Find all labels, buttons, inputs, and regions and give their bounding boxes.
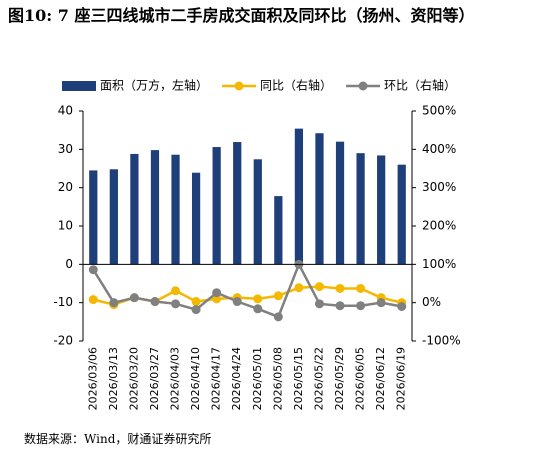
line — [92, 261, 402, 319]
point — [191, 297, 201, 307]
bar — [109, 169, 118, 265]
x-tick-label: 2026/06/12 — [374, 347, 387, 410]
legend-label: 面积（万方，左轴） — [100, 78, 208, 93]
bar — [191, 172, 201, 265]
y2-tick-label: 400% — [422, 142, 456, 156]
point — [150, 297, 160, 307]
x-tick-label: 2026/03/06 — [86, 347, 99, 410]
bar — [377, 155, 386, 265]
y-tick-label: 30 — [58, 142, 73, 156]
point — [335, 301, 345, 311]
y2-tick-label: 0% — [422, 295, 441, 309]
bar — [171, 154, 180, 265]
bar — [253, 159, 262, 265]
bar — [397, 164, 406, 265]
y2-tick-label: 200% — [422, 219, 456, 233]
bar — [335, 141, 345, 265]
x-tick-label: 2026/03/27 — [148, 347, 161, 410]
legend-swatch — [234, 81, 244, 91]
bar — [315, 133, 324, 265]
x-tick-label: 2026/04/24 — [230, 347, 243, 410]
point — [253, 304, 263, 314]
bar — [294, 128, 304, 265]
point — [314, 282, 324, 292]
point — [314, 299, 324, 309]
x-tick-label: 2026/04/17 — [210, 347, 223, 410]
bar — [150, 150, 160, 265]
bar — [356, 153, 365, 265]
bar — [89, 170, 98, 265]
x-tick-label: 2026/05/08 — [271, 347, 284, 410]
point — [109, 298, 119, 308]
x-tick-label: 2026/03/20 — [127, 347, 140, 410]
point — [335, 283, 345, 293]
x-tick-label: 2026/05/01 — [251, 347, 264, 410]
point — [273, 312, 283, 322]
point — [253, 294, 263, 304]
y2-tick-label: -100% — [422, 334, 461, 348]
point — [212, 288, 222, 298]
y-tick-label: -10 — [53, 295, 73, 309]
point — [88, 295, 98, 305]
bar — [130, 153, 139, 265]
line — [92, 285, 403, 306]
bar — [212, 147, 221, 265]
point — [397, 302, 407, 311]
point — [232, 297, 242, 307]
x-tick-label: 2026/03/13 — [107, 347, 120, 410]
point — [356, 283, 366, 293]
y2-tick-label: 300% — [422, 180, 456, 194]
point — [191, 305, 201, 315]
legend-label: 同比（右轴） — [260, 78, 332, 93]
legend-swatch — [358, 81, 368, 91]
y-tick-label: 0 — [65, 257, 73, 271]
point — [88, 265, 98, 275]
y-tick-label: -20 — [53, 334, 73, 348]
legend-swatch — [62, 81, 96, 91]
point — [171, 299, 181, 309]
chart-title: 图10: 7 座三四线城市二手房成交面积及同环比（扬州、资阳等） — [8, 6, 475, 25]
x-tick-label: 2026/06/05 — [354, 347, 367, 410]
x-tick-label: 2026/05/22 — [312, 347, 325, 410]
y-tick-label: 20 — [58, 180, 73, 194]
x-tick-label: 2026/04/10 — [189, 347, 202, 410]
point — [273, 291, 283, 301]
source-note: 数据来源：Wind，财通证券研究所 — [24, 432, 212, 446]
point — [356, 301, 366, 311]
y2-tick-label: 100% — [422, 257, 456, 271]
legend-label: 环比（右轴） — [384, 78, 456, 93]
x-tick-label: 2026/05/29 — [333, 347, 346, 410]
point — [294, 283, 304, 293]
bar — [233, 142, 242, 265]
x-tick-label: 2026/05/15 — [292, 347, 305, 410]
bar — [274, 196, 283, 265]
y-tick-label: 40 — [58, 104, 73, 118]
point — [171, 286, 181, 296]
y-tick-label: 10 — [58, 219, 73, 233]
x-tick-label: 2026/04/03 — [169, 347, 182, 410]
y2-tick-label: 500% — [422, 104, 456, 118]
point — [376, 298, 386, 308]
point — [129, 293, 139, 303]
x-tick-label: 2026/06/19 — [395, 347, 408, 410]
